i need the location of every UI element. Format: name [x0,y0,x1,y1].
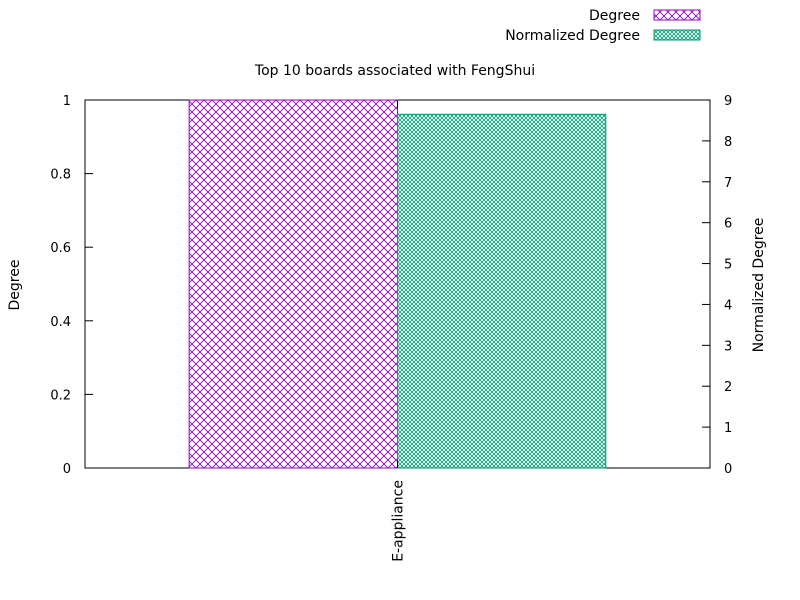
right-tick-label: 7 [724,176,732,191]
left-tick-label: 0.2 [50,388,71,403]
left-tick-label: 0.8 [50,168,71,183]
legend-label: Normalized Degree [505,28,640,44]
left-tick-label: 0.6 [50,241,71,256]
right-tick-label: 4 [724,298,732,313]
right-tick-label: 5 [724,258,732,273]
right-axis-ticks: 0 1 2 3 4 5 6 7 8 9 [702,94,732,477]
x-axis-ticks: E-appliance [391,100,407,562]
bar-degree [188,99,398,469]
x-tick-label: E-appliance [391,480,407,562]
right-tick-label: 6 [724,217,732,232]
legend-swatch [653,29,701,41]
bars-group [188,99,607,469]
left-tick-label: 1 [63,94,71,109]
legend: Degree Normalized Degree [505,8,701,44]
right-tick-label: 1 [724,421,732,436]
legend-label: Degree [589,8,640,24]
left-tick-label: 0.4 [50,315,71,330]
legend-swatch [653,9,701,21]
left-axis-ticks: 0 0.2 0.4 0.6 0.8 1 [50,94,93,477]
left-tick-label: 0 [63,462,71,477]
right-tick-label: 8 [724,135,732,150]
right-tick-label: 9 [724,94,732,109]
right-tick-label: 0 [724,462,732,477]
bar-normalized-degree [397,113,607,469]
y2-axis-label: Normalized Degree [751,218,767,353]
right-tick-label: 2 [724,380,732,395]
y-axis-label: Degree [7,260,23,311]
chart-title: Top 10 boards associated with FengShui [254,63,535,79]
right-tick-label: 3 [724,339,732,354]
